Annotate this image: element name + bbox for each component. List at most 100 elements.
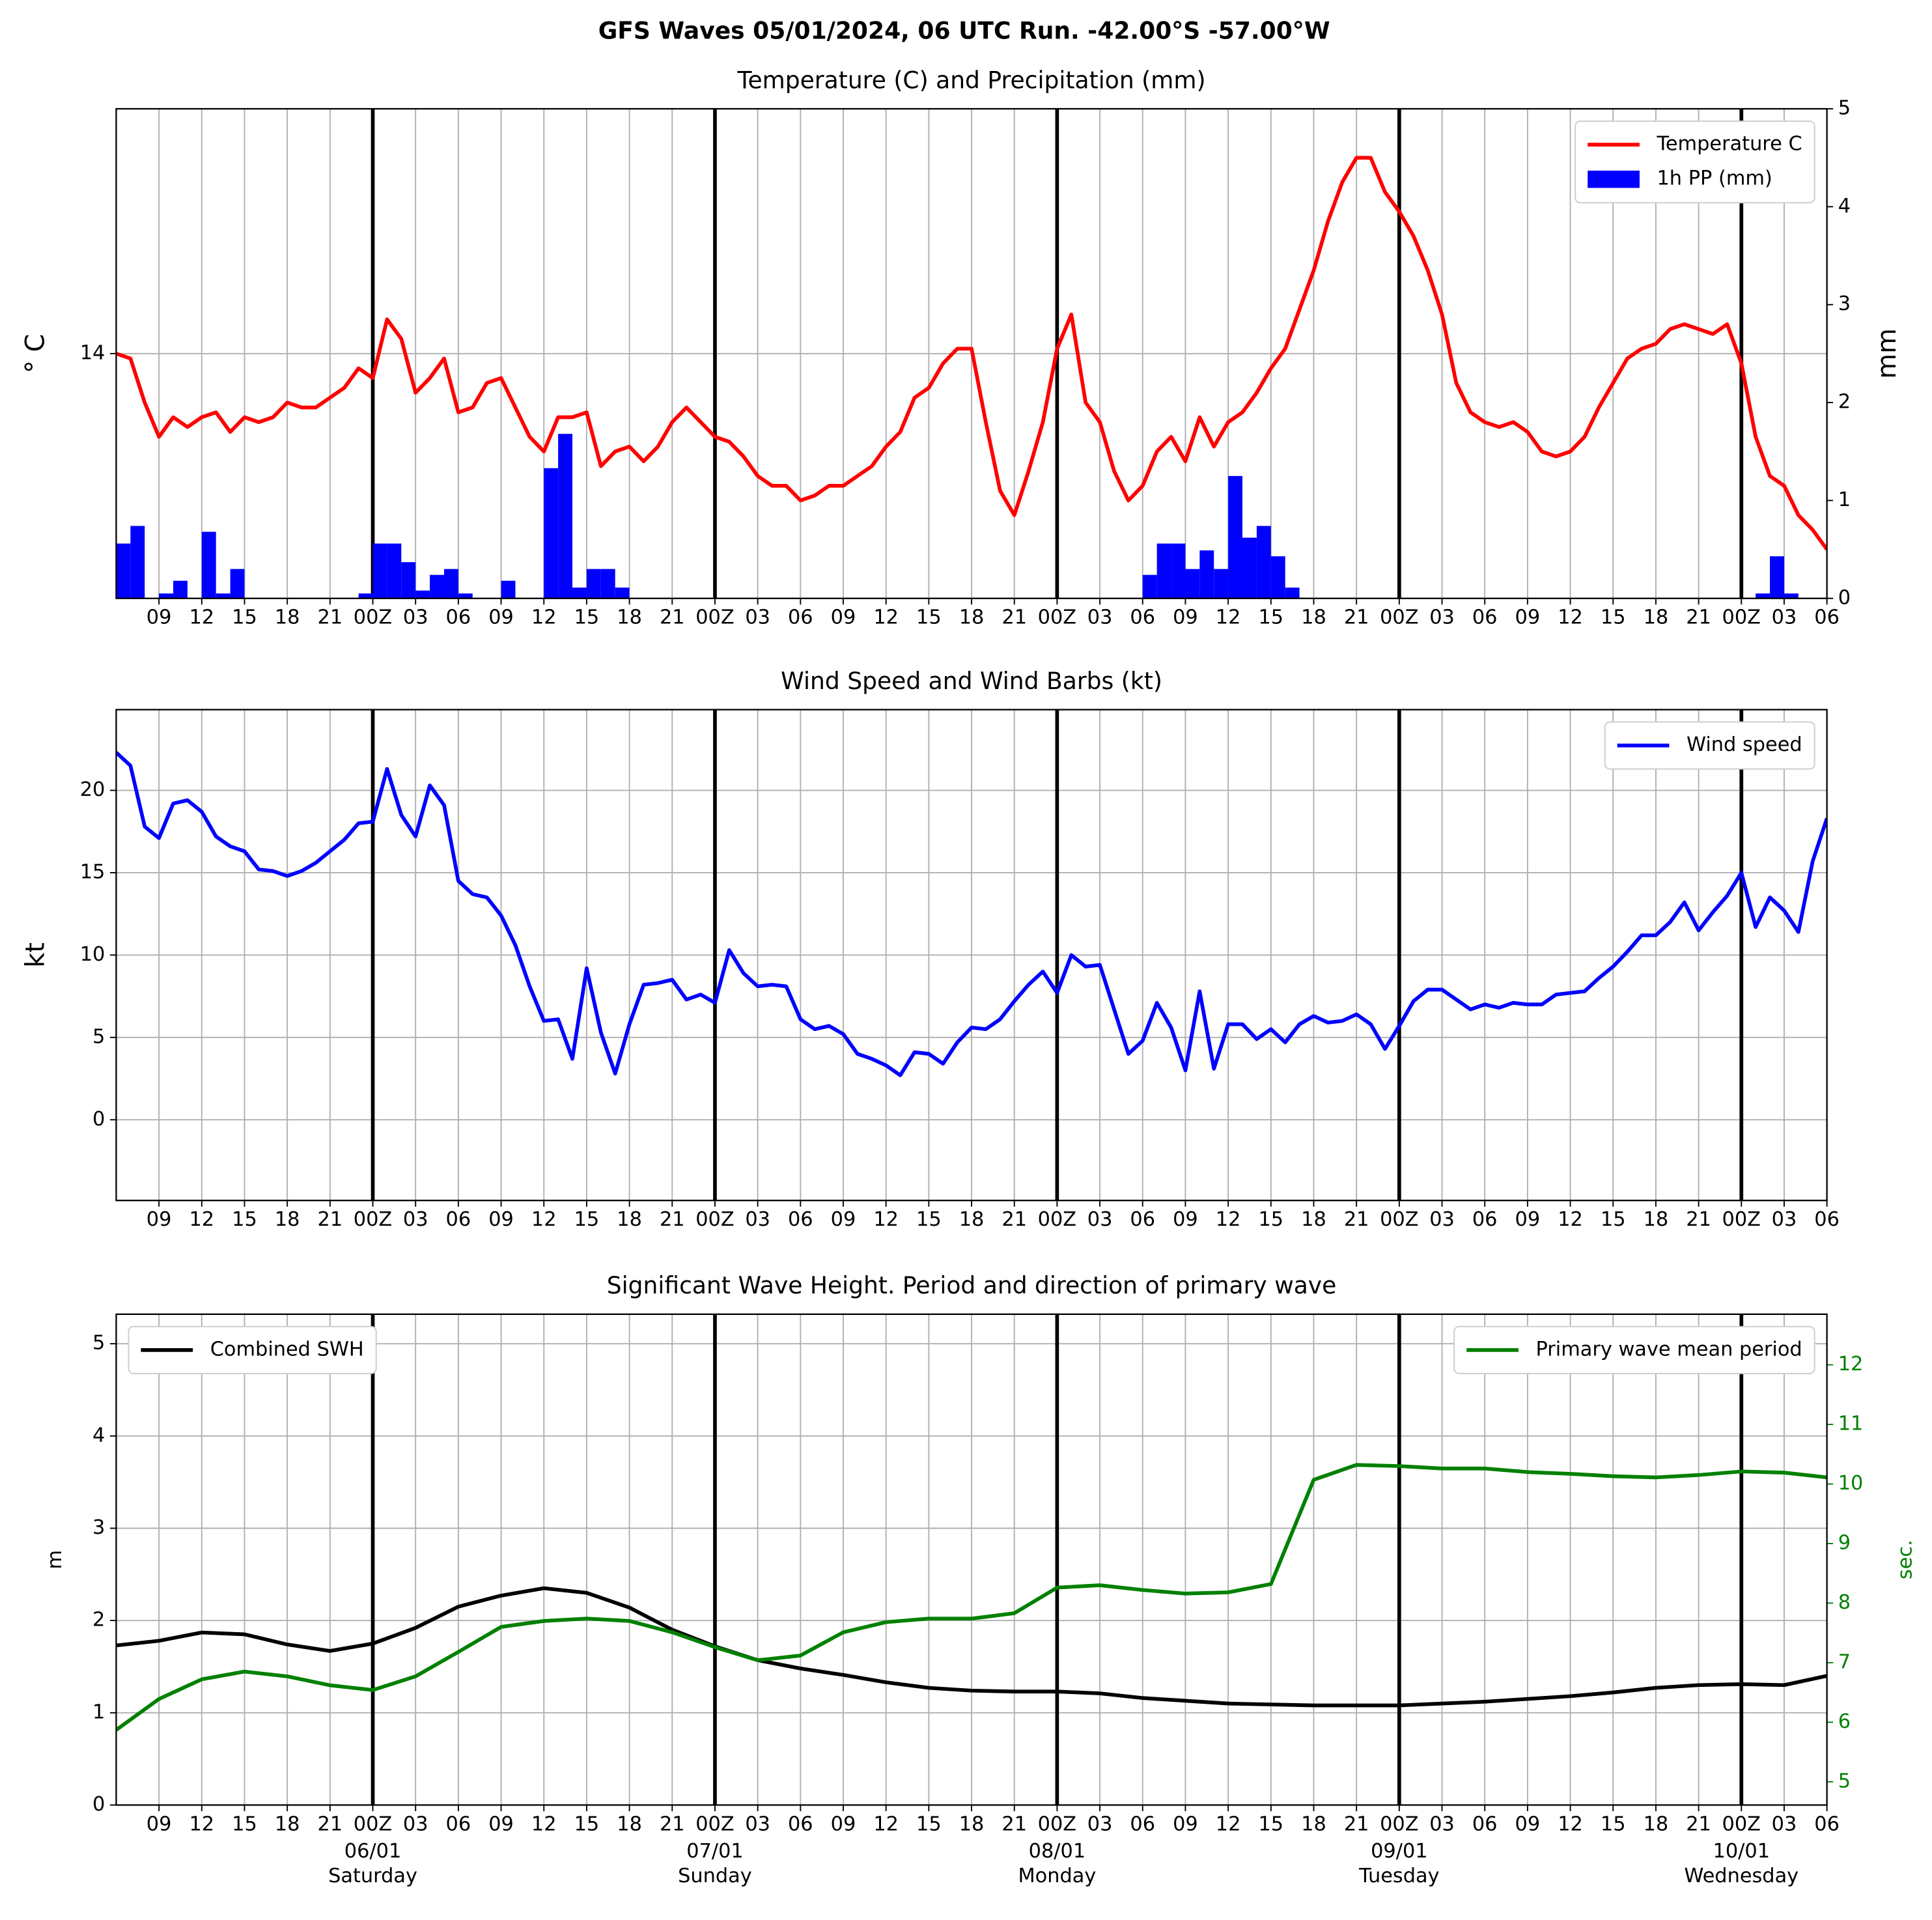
bar (173, 580, 188, 599)
x-tick-label: 00Z (354, 1813, 392, 1835)
y2-tick-label: 9 (1838, 1531, 1851, 1554)
bar (401, 562, 416, 599)
x-tick-label: 00Z (354, 1208, 392, 1231)
x-tick-label: 12 (1558, 1208, 1583, 1231)
x-tick-label: 15 (574, 1208, 600, 1231)
x-tick-label: 15 (1258, 1208, 1283, 1231)
panel-title: Temperature (C) and Precipitation (mm) (737, 66, 1206, 94)
axes-frame (115, 709, 1828, 1202)
y-tick-label: 15 (80, 860, 105, 883)
x-tick-label: 09 (831, 1208, 856, 1231)
bar (572, 587, 587, 599)
x-tick-label: 09 (1515, 1813, 1541, 1835)
y-tick-label: 5 (92, 1332, 105, 1355)
x-tick-label: 00Z (695, 1813, 734, 1835)
bar (430, 574, 444, 599)
x-tick-label: 03 (1429, 1208, 1455, 1231)
x-tick-label: 21 (1001, 1813, 1027, 1835)
x-tick-label: 12 (1216, 1813, 1241, 1835)
x-tick-label: 00Z (1038, 606, 1076, 629)
x-tick-label: 09 (488, 606, 514, 629)
x-tick-label: 00Z (1380, 606, 1418, 629)
x-tick-label: 06 (446, 1813, 471, 1835)
x-tick-label: 00Z (695, 1208, 734, 1231)
x-tick-label: 03 (1087, 606, 1113, 629)
x-tick-label: 18 (959, 606, 985, 629)
x-tick-label: 12 (873, 1208, 899, 1231)
bar (586, 569, 601, 599)
x-tick-label: 18 (617, 1813, 642, 1835)
y-tick-label: 0 (92, 1108, 105, 1131)
bar (159, 593, 174, 599)
x-tick-label: 03 (1087, 1208, 1113, 1231)
bar (230, 569, 245, 599)
x-tick-label: 03 (1772, 1813, 1797, 1835)
x-tick-label: 09 (1173, 606, 1198, 629)
x-tick-label: 12 (1216, 606, 1241, 629)
bar (1171, 543, 1186, 599)
x-tick-label: 09 (488, 1208, 514, 1231)
y-tick-label: 0 (92, 1793, 105, 1816)
bar (1156, 543, 1171, 599)
y2-tick-label: 8 (1838, 1591, 1851, 1614)
y2-tick-label: 0 (1838, 586, 1851, 609)
x-tick-label: 03 (1772, 1208, 1797, 1231)
bar (1185, 569, 1200, 599)
x-tick-label: 18 (1301, 606, 1326, 629)
x-tick-label: 06 (446, 606, 471, 629)
line (116, 1586, 1827, 1708)
bar (201, 531, 216, 599)
x-tick-label: 06 (1472, 606, 1498, 629)
x-tick-label: 00Z (1722, 1813, 1761, 1835)
x-tick-label: 00Z (1038, 1208, 1076, 1231)
x-tick-label: 15 (232, 606, 257, 629)
legend-box (128, 1325, 377, 1374)
bar (501, 580, 516, 599)
bar (130, 526, 145, 599)
x-tick-label: 09 (1515, 1208, 1541, 1231)
y2-tick-label: 11 (1838, 1413, 1864, 1435)
x-tick-label: 15 (916, 1813, 942, 1835)
x-tick-label: 00Z (1380, 1813, 1418, 1835)
date-label: 08/01 (1029, 1840, 1086, 1863)
x-tick-label: 21 (1001, 606, 1027, 629)
x-tick-label: 15 (1601, 1208, 1626, 1231)
x-tick-label: 03 (745, 1813, 770, 1835)
x-tick-label: 12 (189, 1208, 214, 1231)
y-axis-label: ° C (20, 334, 50, 373)
bar (216, 593, 231, 599)
x-tick-label: 09 (1173, 1813, 1198, 1835)
bar (116, 543, 131, 599)
bar (1142, 574, 1157, 599)
axes-frame (115, 1313, 1828, 1806)
x-tick-label: 12 (1558, 606, 1583, 629)
x-tick-label: 21 (318, 1208, 343, 1231)
x-tick-label: 12 (189, 1813, 214, 1835)
x-tick-label: 15 (232, 1813, 257, 1835)
x-tick-label: 18 (275, 1208, 300, 1231)
y2-tick-label: 4 (1838, 195, 1851, 218)
legend-label: Primary wave mean period (1536, 1338, 1802, 1361)
x-tick-label: 21 (1001, 1208, 1027, 1231)
y-axis-label: m (44, 1550, 66, 1570)
x-tick-label: 03 (745, 606, 770, 629)
legend-label: Combined SWH (210, 1338, 364, 1361)
x-tick-label: 18 (275, 606, 300, 629)
bar (415, 590, 430, 599)
bar (615, 587, 630, 599)
x-tick-label: 18 (617, 1208, 642, 1231)
x-tick-label: 21 (318, 606, 343, 629)
bar (358, 593, 373, 599)
x-tick-label: 21 (1344, 606, 1369, 629)
x-tick-label: 21 (660, 1813, 685, 1835)
y2-tick-label: 3 (1838, 292, 1851, 315)
legend-box (1453, 1325, 1815, 1374)
x-tick-label: 03 (403, 606, 428, 629)
legend-box (1604, 721, 1815, 770)
legend-label: Temperature C (1657, 133, 1802, 156)
line (116, 156, 1827, 551)
y2-tick-label: 6 (1838, 1710, 1851, 1733)
